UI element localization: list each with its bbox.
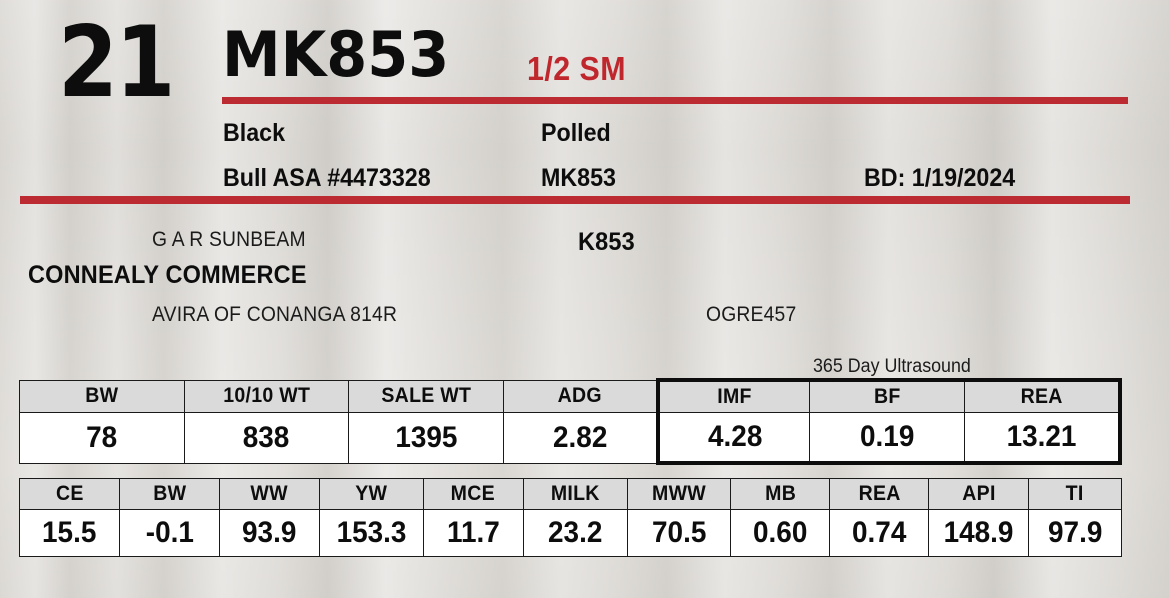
epd-header-cell: TI — [1028, 478, 1122, 510]
epd-header-cell: WW — [218, 478, 320, 510]
performance-value-cell: 4.28 — [656, 412, 811, 465]
epd-header-cell: MCE — [422, 478, 524, 510]
cell-text: REA — [1020, 385, 1063, 408]
performance-header-cell: 10/10 WT — [183, 379, 350, 413]
registration-label: Bull ASA #4473328 — [223, 164, 431, 192]
epd-value-cell: 0.74 — [829, 509, 930, 557]
cell-text: 78 — [86, 420, 118, 454]
cell-text: 15.5 — [42, 516, 97, 549]
epd-value-cell: 11.7 — [422, 509, 524, 557]
performance-value-cell: 838 — [183, 412, 350, 464]
epd-value-cell: 97.9 — [1028, 509, 1122, 557]
divider-bottom — [20, 196, 1130, 204]
horn-status-label: Polled — [541, 119, 611, 147]
epd-value-cell: 70.5 — [626, 509, 732, 557]
cell-text: 2.82 — [552, 420, 608, 454]
performance-value-cell: 1395 — [348, 412, 504, 464]
epd-header-cell: MILK — [522, 478, 628, 510]
epd-value-cell: 0.60 — [730, 509, 831, 557]
pedigree-sire-granddam: AVIRA OF CONANGA 814R — [152, 303, 398, 326]
cell-text: IMF — [717, 385, 753, 408]
performance-value-cell: 13.21 — [964, 412, 1123, 465]
pedigree-dam-granddam: OGRE457 — [706, 303, 797, 326]
performance-value-cell: 0.19 — [809, 412, 966, 465]
cell-text: 97.9 — [1047, 516, 1103, 549]
epd-value-cell: 153.3 — [318, 509, 424, 557]
performance-header-cell: BW — [19, 379, 185, 413]
cell-text: 93.9 — [242, 516, 297, 549]
performance-table: BW 10/10 WT SALE WT ADG IMF BF REA 78 83… — [19, 378, 1123, 465]
epd-header-cell: MB — [730, 478, 831, 510]
cell-text: BF — [874, 385, 901, 408]
breed-percentage: 1/2 SM — [527, 50, 626, 87]
performance-header-cell: SALE WT — [348, 379, 504, 413]
cell-text: 10/10 WT — [222, 384, 310, 408]
cell-text: 148.9 — [943, 516, 1014, 549]
cell-text: MB — [764, 482, 796, 505]
lot-number: 21 — [58, 6, 175, 120]
cell-text: ADG — [557, 384, 603, 408]
divider-top — [222, 97, 1128, 104]
cell-text: 23.2 — [547, 516, 603, 549]
epd-value-cell: 23.2 — [522, 509, 628, 557]
animal-name: MK853 — [222, 18, 450, 91]
birth-date-label: BD: 1/19/2024 — [864, 164, 1016, 192]
cell-text: MWW — [652, 482, 706, 505]
cell-text: 838 — [243, 420, 290, 454]
cell-text: WW — [250, 482, 289, 505]
cell-text: 153.3 — [336, 516, 407, 549]
color-label: Black — [223, 119, 286, 147]
epd-value-cell: 93.9 — [218, 509, 320, 557]
cell-text: 0.74 — [852, 516, 907, 549]
epd-value-cell: 15.5 — [19, 509, 120, 557]
cell-text: SALE WT — [381, 384, 472, 408]
cell-text: 4.28 — [707, 420, 762, 453]
performance-value-cell: 78 — [19, 412, 185, 464]
performance-header-cell: ADG — [502, 379, 659, 413]
epd-header-cell: BW — [118, 478, 220, 510]
cell-text: -0.1 — [145, 516, 194, 549]
performance-header-cell: BF — [809, 378, 966, 413]
cell-text: 1395 — [395, 420, 458, 454]
cell-text: MILK — [550, 482, 600, 505]
cell-text: CE — [55, 482, 84, 505]
epd-header-cell: MWW — [626, 478, 732, 510]
cell-text: 13.21 — [1006, 420, 1077, 453]
pedigree-sire: CONNEALY COMMERCE — [28, 261, 307, 289]
epd-header-cell: API — [928, 478, 1030, 510]
cell-text: TI — [1066, 482, 1084, 505]
performance-header-cell: REA — [964, 378, 1123, 413]
performance-header-cell: IMF — [656, 378, 811, 413]
epd-header-row: CE BW WW YW MCE MILK MWW MB REA API TI — [19, 478, 1122, 510]
cell-text: REA — [858, 482, 901, 505]
cell-text: MCE — [451, 482, 496, 505]
epd-value-cell: -0.1 — [118, 509, 220, 557]
epd-table: CE BW WW YW MCE MILK MWW MB REA API TI 1… — [19, 478, 1122, 557]
performance-value-cell: 2.82 — [502, 412, 659, 464]
cell-text: YW — [355, 482, 388, 505]
epd-header-cell: YW — [318, 478, 424, 510]
cell-text: BW — [152, 482, 186, 505]
epd-header-cell: CE — [19, 478, 120, 510]
cell-text: API — [961, 482, 996, 505]
cell-text: 0.19 — [860, 420, 915, 453]
performance-value-row: 78 838 1395 2.82 4.28 0.19 13.21 — [19, 412, 1123, 465]
ultrasound-group-caption: 365 Day Ultrasound — [813, 356, 971, 377]
performance-header-row: BW 10/10 WT SALE WT ADG IMF BF REA — [19, 378, 1123, 413]
cell-text: 0.60 — [753, 516, 808, 549]
epd-value-row: 15.5 -0.1 93.9 153.3 11.7 23.2 70.5 0.60… — [19, 509, 1122, 557]
epd-value-cell: 148.9 — [928, 509, 1030, 557]
cell-text: 70.5 — [651, 516, 707, 549]
pedigree-sire-grandsire: G A R SUNBEAM — [152, 228, 306, 251]
cell-text: 11.7 — [446, 516, 500, 549]
epd-header-cell: REA — [829, 478, 930, 510]
tattoo-label: MK853 — [541, 164, 616, 192]
pedigree-dam-grandsire: K853 — [578, 228, 635, 256]
cell-text: BW — [85, 384, 119, 408]
